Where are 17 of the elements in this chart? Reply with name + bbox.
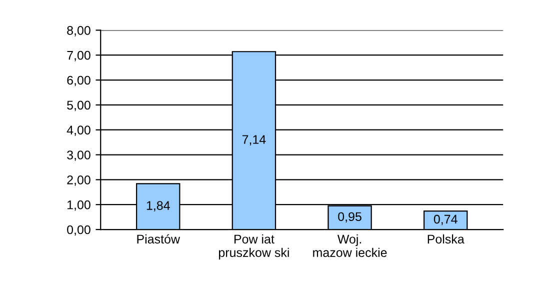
data-label: 0,74 [434, 214, 458, 226]
data-label: 0,95 [338, 212, 362, 223]
x-tick-label: Pow iat pruszkow ski [218, 234, 289, 260]
y-tick-label: 6,00 [67, 76, 90, 86]
y-tick-label: 8,00 [67, 26, 90, 36]
y-tick-label: 0,00 [67, 225, 90, 236]
y-tick-label: 4,00 [66, 126, 90, 136]
y-tick-label: 1,00 [68, 200, 90, 211]
x-tick-label: Polska [428, 234, 464, 244]
x-tick-label: Woj. mazow ieckie [313, 234, 387, 258]
data-label: 7,14 [242, 135, 266, 146]
y-tick-label: 3,00 [67, 150, 90, 161]
x-tick-label: Piastów [137, 234, 180, 244]
y-tick-label: 2,00 [67, 175, 90, 186]
y-tick-label: 7,00 [67, 50, 90, 62]
data-label: 1,84 [146, 201, 170, 212]
y-tick-label: 5,00 [67, 100, 90, 112]
